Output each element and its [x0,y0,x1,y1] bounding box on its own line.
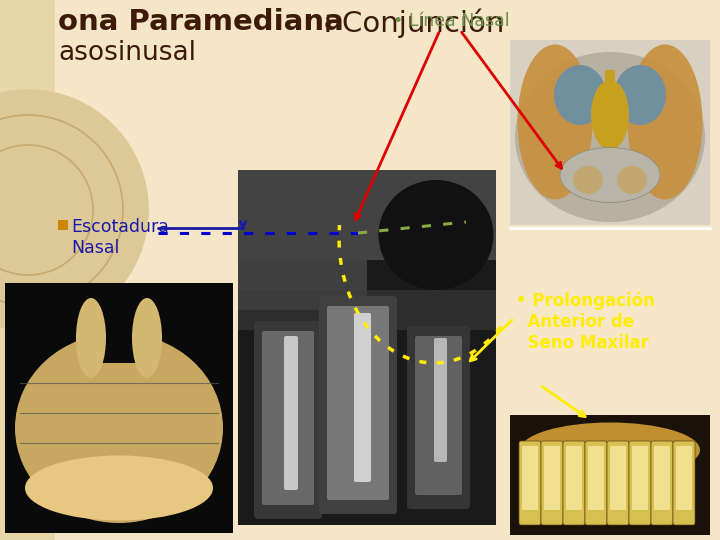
Ellipse shape [132,298,162,378]
Ellipse shape [520,422,700,477]
Ellipse shape [554,65,606,125]
FancyBboxPatch shape [354,313,371,482]
FancyBboxPatch shape [5,283,233,533]
Text: • Prolongación
  Anterior de
  Seno Maxilar: • Prolongación Anterior de Seno Maxilar [516,292,655,352]
Text: Escotadura
Nasal: Escotadura Nasal [71,218,169,257]
FancyBboxPatch shape [238,170,496,525]
Ellipse shape [76,298,106,378]
Text: : Conjunción: : Conjunción [323,8,505,37]
FancyBboxPatch shape [510,40,710,225]
Circle shape [0,90,148,330]
Ellipse shape [573,166,603,194]
Text: • Línea Nasal: • Línea Nasal [393,12,510,30]
FancyBboxPatch shape [629,441,651,525]
FancyBboxPatch shape [0,0,55,540]
FancyBboxPatch shape [607,441,629,525]
FancyBboxPatch shape [676,446,692,510]
Ellipse shape [628,44,703,199]
FancyBboxPatch shape [254,321,322,519]
Ellipse shape [560,147,660,202]
FancyBboxPatch shape [407,326,470,509]
Ellipse shape [379,180,493,290]
FancyBboxPatch shape [434,338,447,462]
Ellipse shape [515,52,705,222]
FancyBboxPatch shape [519,441,541,525]
Ellipse shape [614,65,666,125]
FancyBboxPatch shape [541,441,563,525]
Ellipse shape [518,44,593,199]
FancyBboxPatch shape [654,446,670,510]
FancyBboxPatch shape [522,446,538,510]
FancyBboxPatch shape [238,170,367,310]
FancyBboxPatch shape [319,296,397,514]
FancyBboxPatch shape [510,415,710,535]
FancyBboxPatch shape [238,290,496,330]
Text: ona Paramediana: ona Paramediana [58,8,343,36]
FancyBboxPatch shape [610,446,626,510]
Ellipse shape [617,166,647,194]
FancyBboxPatch shape [632,446,648,510]
FancyBboxPatch shape [566,446,582,510]
Ellipse shape [15,333,223,523]
FancyBboxPatch shape [544,446,560,510]
FancyBboxPatch shape [563,441,585,525]
FancyBboxPatch shape [651,441,673,525]
FancyBboxPatch shape [97,283,141,363]
FancyBboxPatch shape [673,441,695,525]
FancyBboxPatch shape [585,441,607,525]
FancyBboxPatch shape [262,331,314,505]
Text: asosinusal: asosinusal [58,40,196,66]
FancyBboxPatch shape [415,336,462,495]
FancyBboxPatch shape [58,220,68,230]
Ellipse shape [591,80,629,150]
FancyBboxPatch shape [238,170,496,260]
FancyBboxPatch shape [588,446,604,510]
FancyBboxPatch shape [605,70,615,125]
Ellipse shape [25,456,213,521]
FancyBboxPatch shape [327,306,389,500]
FancyBboxPatch shape [284,336,298,490]
